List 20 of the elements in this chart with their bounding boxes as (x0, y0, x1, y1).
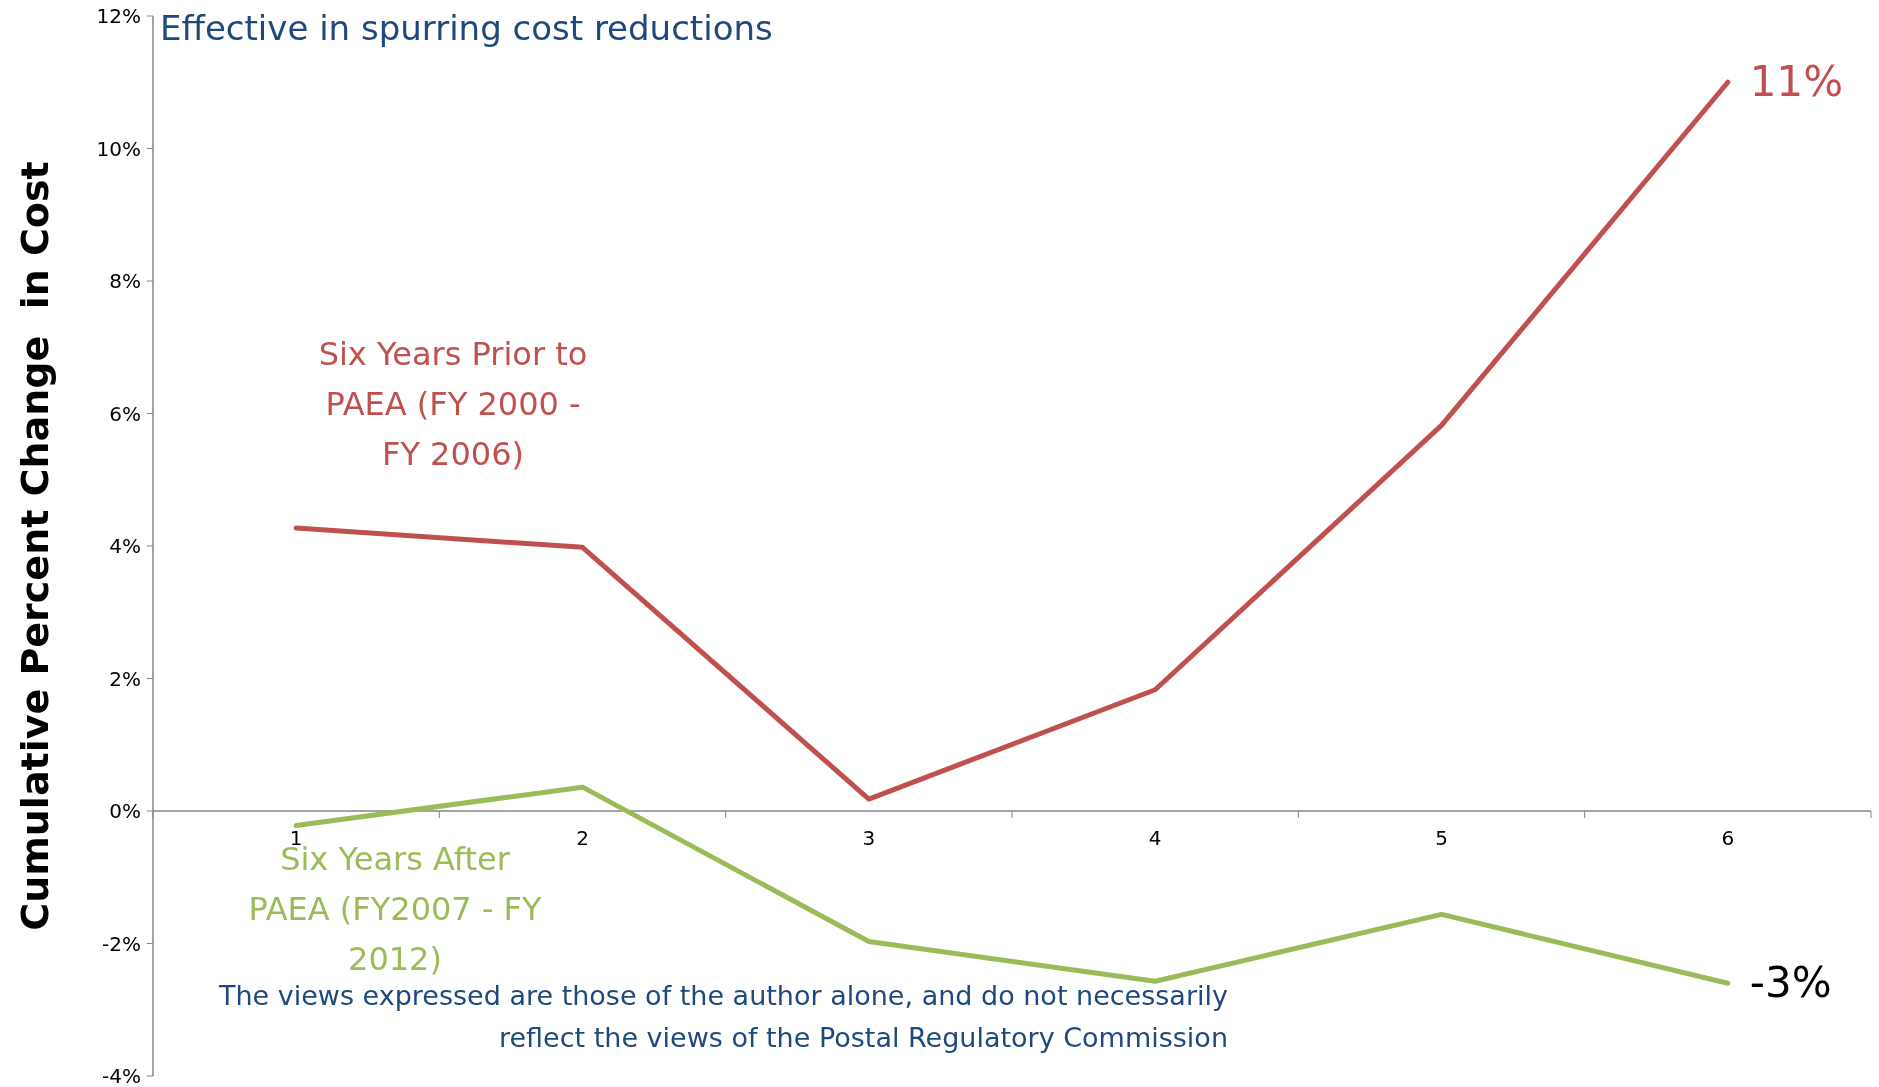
y-tick-label: 2% (109, 666, 141, 691)
y-tick-label: 12% (96, 4, 141, 28)
chart-title: Effective in spurring cost reductions (160, 8, 773, 48)
x-tick-label: 4 (1148, 826, 1162, 850)
series-label: Six Years Prior to PAEA (FY 2000 - FY 2006) (318, 335, 588, 473)
x-tick-label: 6 (1721, 826, 1735, 850)
y-tick-label: 0% (109, 799, 141, 823)
y-axis-title: Cumulative Percent Change in Cost (13, 161, 57, 931)
y-tick-label: 6% (109, 401, 141, 426)
y-tick-label: 4% (109, 534, 141, 558)
y-tick-label: -2% (102, 931, 141, 956)
y-tick-label: 8% (109, 269, 141, 293)
annotation: The views expressed are those of the author alone, and do not necessarily reflect the views of the Postal Regulatory Commission (217, 980, 1229, 1053)
data-label: -3% (1749, 958, 1832, 1008)
y-tick-label: -4% (102, 1064, 141, 1087)
x-tick-label: 2 (576, 826, 589, 850)
y-tick-label: 10% (96, 136, 141, 161)
data-label: 11% (1749, 57, 1844, 107)
x-tick-label: 3 (862, 826, 876, 850)
x-tick-label: 5 (1435, 826, 1448, 850)
